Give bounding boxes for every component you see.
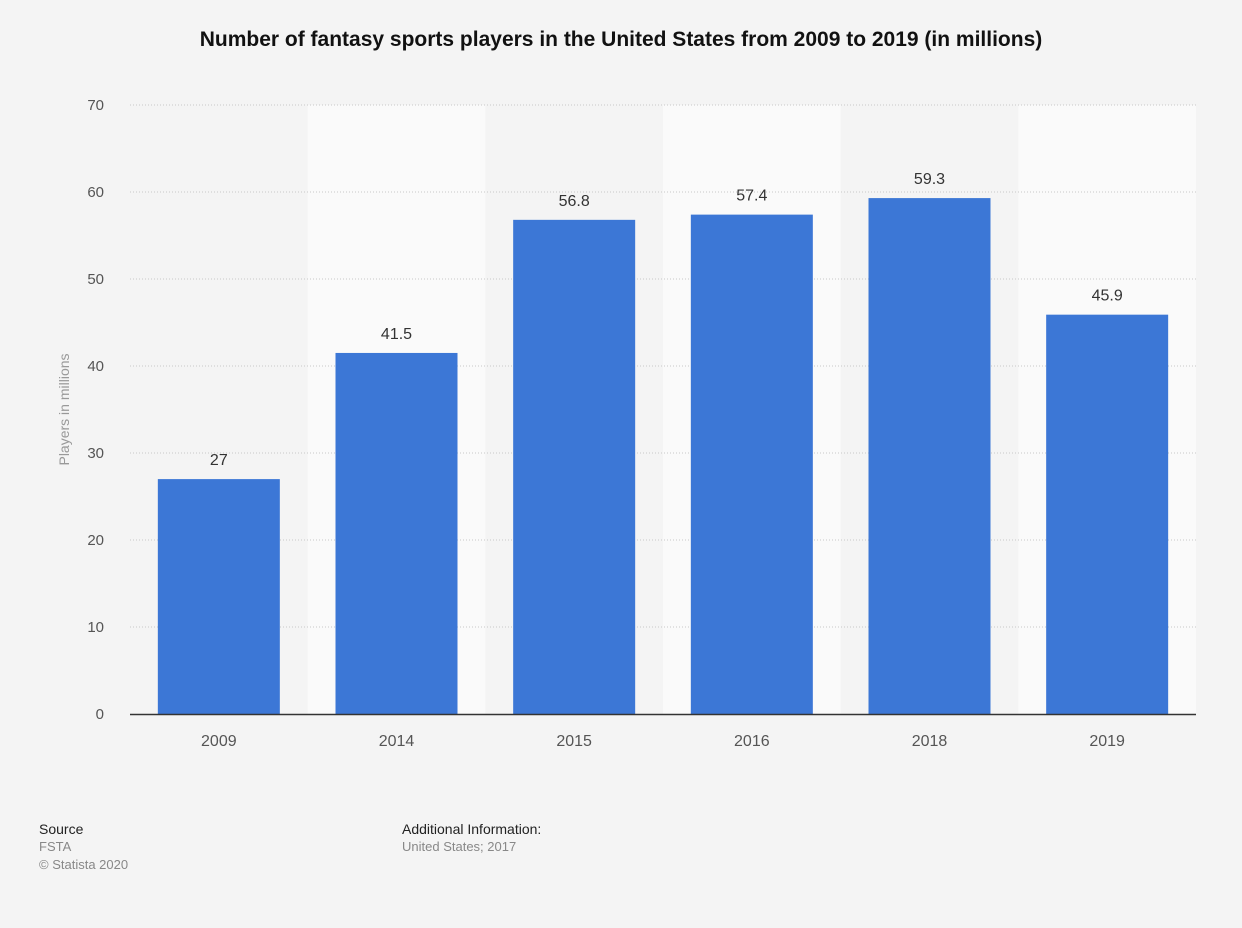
- x-tick-label: 2015: [556, 733, 592, 750]
- source-section: Source FSTA © Statista 2020: [39, 821, 128, 874]
- data-label: 45.9: [1092, 288, 1123, 305]
- y-axis-ticks: 0 10 20 30 40 50 60 70: [87, 97, 104, 723]
- y-tick-label: 0: [96, 706, 104, 723]
- x-tick-label: 2018: [912, 733, 948, 750]
- x-tick-label: 2014: [379, 733, 415, 750]
- bar: [335, 352, 458, 714]
- y-tick-label: 20: [87, 532, 104, 549]
- y-tick-label: 30: [87, 445, 104, 462]
- copyright-text: © Statista 2020: [39, 857, 129, 872]
- data-labels: 27 41.5 56.8 57.4 59.3 45.9: [210, 171, 1123, 469]
- x-tick-label: 2019: [1089, 733, 1125, 750]
- data-label: 59.3: [914, 171, 945, 188]
- bar: [690, 214, 813, 714]
- x-tick-label: 2016: [734, 733, 770, 750]
- additional-info-text: United States; 2017: [402, 839, 517, 854]
- additional-info-heading: Additional Information:: [402, 821, 542, 837]
- data-label: 57.4: [736, 188, 767, 205]
- source-name[interactable]: FSTA: [39, 839, 72, 854]
- data-label: 27: [210, 452, 228, 469]
- additional-info-section: Additional Information: United States; 2…: [402, 821, 541, 856]
- chart-title: Number of fantasy sports players in the …: [199, 28, 1043, 51]
- data-label: 41.5: [381, 326, 412, 343]
- y-tick-label: 10: [87, 619, 104, 636]
- y-tick-label: 60: [87, 184, 104, 201]
- y-axis-title: Players in millions: [56, 353, 72, 465]
- x-axis-ticks: 2009 2014 2015 2016 2018 2019: [201, 733, 1125, 750]
- x-tick-label: 2009: [201, 733, 237, 750]
- data-label: 56.8: [559, 193, 590, 210]
- gridlines: [130, 104, 1196, 628]
- y-tick-label: 40: [87, 358, 104, 375]
- bar: [513, 219, 636, 714]
- bar-chart: 0 10 20 30 40 50 60 70 27 41.5 56.8 57.4 59.3 45.9 2…: [56, 97, 1196, 750]
- source-heading: Source: [39, 821, 84, 837]
- y-tick-label: 70: [87, 97, 104, 114]
- bar: [1046, 314, 1169, 714]
- bar: [868, 198, 991, 715]
- y-tick-label: 50: [87, 271, 104, 288]
- bar: [157, 479, 280, 714]
- bars: [157, 198, 1169, 715]
